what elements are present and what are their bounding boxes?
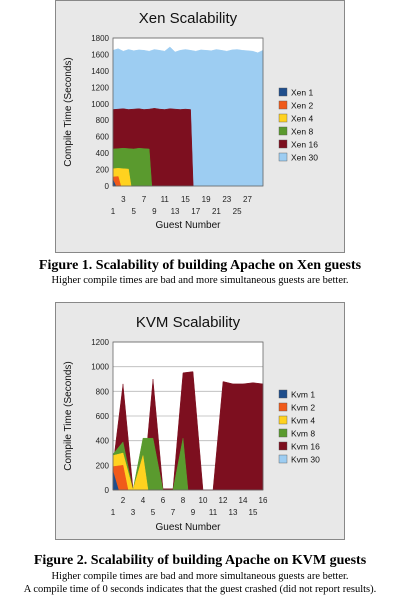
x-tick-label: 16 (259, 496, 268, 505)
legend-swatch (278, 100, 288, 110)
y-tick-label: 1600 (91, 50, 109, 59)
x-tick-label: 21 (212, 207, 221, 216)
y-tick-label: 0 (105, 486, 110, 495)
legend-label: Xen 8 (291, 127, 313, 137)
x-tick-label: 11 (161, 195, 170, 204)
x-tick-label: 15 (181, 195, 190, 204)
x-tick-label: 14 (239, 496, 248, 505)
x-tick-label: 11 (209, 508, 218, 517)
y-tick-label: 1000 (91, 100, 109, 109)
x-tick-label: 13 (171, 207, 180, 216)
x-tick-label: 1 (111, 207, 116, 216)
x-tick-label: 9 (191, 508, 196, 517)
y-axis-label: Compile Time (Seconds) (63, 361, 74, 470)
legend-swatch (278, 389, 288, 399)
legend-swatch (278, 428, 288, 438)
kvm-chart-svg: KVM Scalability 0 200 400 600 800 1000 1200 2 4 6 8… (55, 302, 345, 540)
legend-swatch (278, 415, 288, 425)
x-tick-label: 5 (131, 207, 136, 216)
x-tick-label: 9 (152, 207, 157, 216)
xen-chart-svg: Xen Scalability 0 200 400 600 800 1000 1200 1400… (55, 0, 345, 253)
y-tick-label: 1400 (91, 67, 109, 76)
xen-scalability-chart: Xen Scalability 0 200 400 600 800 1000 1200 1400… (55, 0, 345, 253)
x-tick-label: 6 (161, 496, 166, 505)
x-tick-label: 4 (141, 496, 146, 505)
plot-border (112, 37, 264, 187)
x-tick-label: 3 (121, 195, 126, 204)
y-tick-label: 0 (105, 182, 110, 191)
y-tick-label: 1000 (91, 363, 109, 372)
legend-label: Xen 4 (291, 114, 313, 124)
x-tick-label: 25 (233, 207, 242, 216)
figure-1-caption: Figure 1. Scalability of building Apache… (38, 258, 362, 273)
y-tick-label: 1200 (91, 83, 109, 92)
legend-label: Kvm 1 (291, 390, 315, 400)
x-tick-label: 23 (222, 195, 231, 204)
x-tick-label: 8 (181, 496, 186, 505)
figure-2-note-2: A compile time of 0 seconds indicates th… (23, 584, 377, 595)
y-tick-label: 600 (96, 133, 110, 142)
y-tick-label: 800 (96, 116, 110, 125)
figure-2-note-1: Higher compile times are bad and more si… (51, 571, 349, 582)
y-tick-label: 1800 (91, 34, 109, 43)
y-tick-label: 400 (96, 149, 110, 158)
legend-label: Kvm 4 (291, 416, 315, 426)
legend-label: Kvm 2 (291, 403, 315, 413)
x-tick-label: 1 (111, 508, 116, 517)
y-tick-label: 400 (96, 437, 110, 446)
legend-label: Xen 30 (291, 153, 318, 163)
x-tick-label: 17 (191, 207, 200, 216)
y-tick-label: 1200 (91, 338, 109, 347)
legend-label: Kvm 16 (291, 442, 320, 452)
legend-label: Kvm 8 (291, 429, 315, 439)
y-axis-label: Compile Time (Seconds) (63, 57, 74, 166)
x-tick-label: 2 (121, 496, 126, 505)
legend-label: Xen 2 (291, 101, 313, 111)
y-tick-label: 200 (96, 461, 110, 470)
figure-1-note: Higher compile times are bad and more si… (51, 275, 349, 286)
chart-title: Xen Scalability (139, 10, 238, 27)
legend-swatch (278, 139, 288, 149)
legend-swatch (278, 152, 288, 162)
kvm-scalability-chart: KVM Scalability 0 200 400 600 800 1000 1200 2 4 6 8… (55, 302, 345, 540)
legend-swatch (278, 126, 288, 136)
area-series (112, 437, 189, 491)
plot-border (112, 341, 264, 491)
legend-label: Xen 1 (291, 88, 313, 98)
x-tick-label: 12 (219, 496, 228, 505)
y-tick-label: 200 (96, 166, 110, 175)
legend-swatch (278, 87, 288, 97)
figure-2-caption: Figure 2. Scalability of building Apache… (33, 553, 367, 568)
chart-title: KVM Scalability (136, 314, 241, 331)
legend-swatch (278, 441, 288, 451)
legend-label: Xen 16 (291, 140, 318, 150)
legend-swatch (278, 454, 288, 464)
y-tick-label: 600 (96, 412, 110, 421)
x-tick-label: 7 (142, 195, 147, 204)
x-tick-label: 3 (131, 508, 136, 517)
x-tick-label: 10 (199, 496, 208, 505)
y-tick-label: 800 (96, 387, 110, 396)
x-tick-label: 7 (171, 508, 176, 517)
x-tick-label: 15 (249, 508, 258, 517)
legend-label: Kvm 30 (291, 455, 320, 465)
x-tick-label: 19 (202, 195, 211, 204)
x-axis-label: Guest Number (155, 220, 221, 231)
x-tick-label: 27 (243, 195, 252, 204)
x-axis-label: Guest Number (155, 522, 221, 533)
legend-swatch (278, 402, 288, 412)
x-tick-label: 5 (151, 508, 156, 517)
legend-swatch (278, 113, 288, 123)
x-tick-label: 13 (229, 508, 238, 517)
